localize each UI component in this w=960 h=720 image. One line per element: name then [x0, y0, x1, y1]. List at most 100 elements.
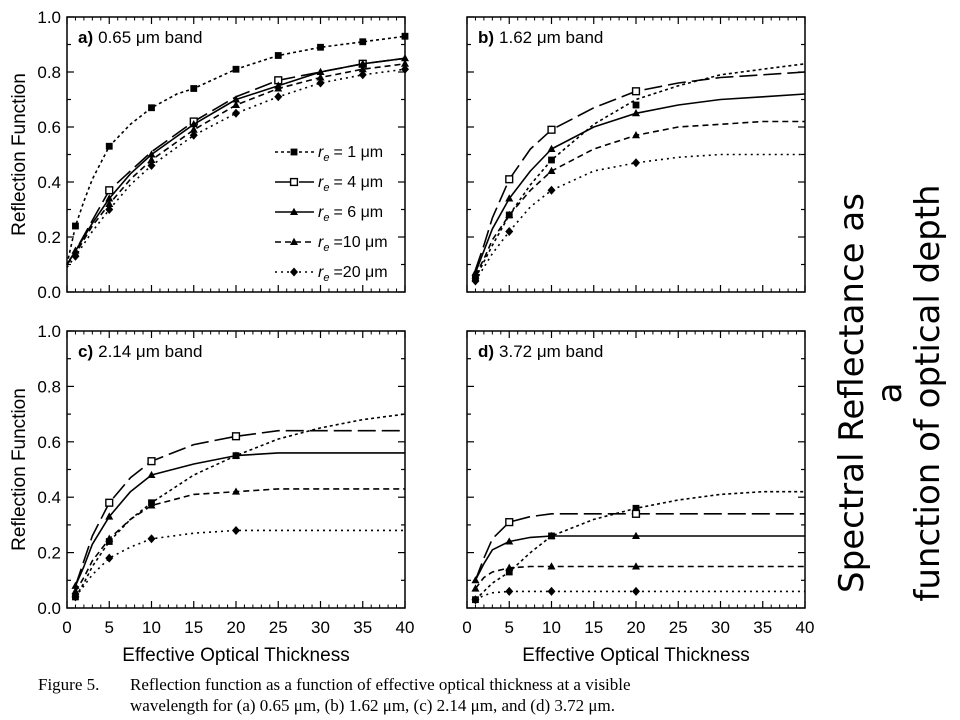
chart-panel-b: b) 1.62 μm band [466, 16, 806, 293]
data-point [632, 504, 640, 512]
x-tick-label: 10 [142, 618, 161, 637]
caption-line1: Reflection function as a function of eff… [130, 675, 631, 694]
y-tick-label: 1.0 [37, 322, 61, 341]
data-point [274, 84, 283, 92]
data-point [147, 470, 156, 479]
panel-title: c) 2.14 μm band [78, 342, 202, 361]
x-tick-label: 0 [462, 618, 471, 637]
y-tick-label: 0.2 [37, 228, 61, 247]
x-tick-label: 25 [269, 618, 288, 637]
data-point [547, 531, 556, 539]
x-tick-label: 35 [353, 618, 372, 637]
data-point [547, 562, 556, 570]
data-point [505, 210, 514, 218]
data-point [71, 587, 80, 595]
x-tick-label: 15 [584, 618, 603, 637]
x-tick-label: 15 [184, 618, 203, 637]
data-point [505, 175, 514, 184]
chart-panel-d: 0 5 10 15 20 25 30 35 40 Effective Optical Thickn… [462, 330, 814, 666]
data-point [631, 87, 641, 96]
series-line [74, 529, 405, 598]
legend-subscript: e [323, 242, 329, 254]
data-point [632, 101, 640, 109]
legend-symbol: r [318, 234, 324, 251]
data-point [147, 161, 156, 170]
y-tick-label: 0.8 [37, 377, 61, 396]
series-3 [71, 451, 405, 589]
legend-label: re =20 μm [318, 264, 388, 284]
data-point [71, 592, 80, 602]
data-point [71, 251, 80, 261]
legend-value: =10 μm [333, 234, 387, 251]
data-point [148, 104, 155, 112]
data-point [105, 512, 114, 520]
data-point [274, 52, 282, 59]
x-axis-label: Effective Optical Thickness [122, 645, 349, 666]
data-point [547, 185, 556, 195]
series-5 [66, 64, 409, 268]
data-point [632, 131, 640, 139]
x-tick-label: 35 [753, 618, 772, 637]
series-5 [471, 153, 805, 286]
panel-title-label: c) [78, 342, 93, 361]
legend-value: = 6 μm [333, 204, 383, 221]
data-point [471, 276, 480, 286]
series-4 [471, 562, 805, 592]
x-tick-label: 30 [711, 618, 730, 637]
caption-line2: wavelength for (a) 0.65 μm, (b) 1.62 μm,… [130, 696, 615, 715]
legend-value: = 1 μm [333, 144, 383, 161]
legend-subscript: e [323, 182, 329, 194]
x-tick-label: 20 [627, 618, 646, 637]
data-point [274, 92, 283, 102]
series-2 [474, 71, 806, 271]
series-3 [66, 54, 409, 265]
panel-title-text: 1.62 μm band [499, 28, 603, 47]
y-tick-label: 0.0 [37, 599, 61, 618]
plot-frame [466, 16, 806, 293]
legend-symbol: r [318, 174, 324, 191]
legend-label: re =10 μm [318, 234, 388, 254]
data-point [189, 130, 198, 140]
data-point [471, 576, 480, 584]
chart-panel-c: 0.0 0.2 0.4 0.6 0.8 1.0 0 5 10 15 20 25 30 35 40 Reflec… [9, 322, 414, 666]
data-point [147, 501, 156, 509]
panel-title-text: 3.72 μm band [499, 342, 603, 361]
series-line [474, 153, 805, 282]
series-line [66, 35, 406, 265]
x-tick-label: 0 [62, 618, 71, 637]
data-point [232, 108, 240, 118]
data-point [232, 525, 240, 535]
series-1 [66, 32, 409, 265]
data-point [358, 70, 367, 80]
data-point [505, 568, 513, 576]
data-point [471, 271, 480, 279]
data-point [505, 586, 514, 596]
data-point [105, 142, 113, 150]
data-point [316, 67, 325, 75]
y-tick-label: 0.0 [37, 283, 61, 302]
legend-marker [290, 207, 298, 215]
side-title: Spectral Reflectance as a function of op… [828, 178, 952, 608]
data-point [505, 227, 514, 236]
series-4 [471, 120, 805, 279]
data-point [401, 59, 409, 67]
legend-symbol: r [318, 144, 324, 161]
legend-subscript: e [323, 212, 329, 224]
x-tick-label: 20 [227, 618, 246, 637]
data-point [105, 194, 114, 202]
panel-title: d) 3.72 μm band [478, 342, 603, 361]
data-point [147, 155, 156, 163]
series-5 [71, 525, 405, 602]
legend-label: re = 1 μm [318, 144, 383, 164]
series-line [74, 429, 405, 587]
plot-frame [66, 330, 406, 609]
data-point [316, 78, 325, 88]
data-point [105, 498, 114, 507]
side-title-line1: Spectral Reflectance as a [831, 193, 910, 593]
series-line [74, 413, 406, 598]
legend-value: =20 μm [333, 264, 387, 281]
data-point [471, 595, 480, 605]
legend-subscript: e [323, 272, 329, 284]
figure-caption: Figure 5. Reflection function as a functi… [38, 674, 798, 716]
